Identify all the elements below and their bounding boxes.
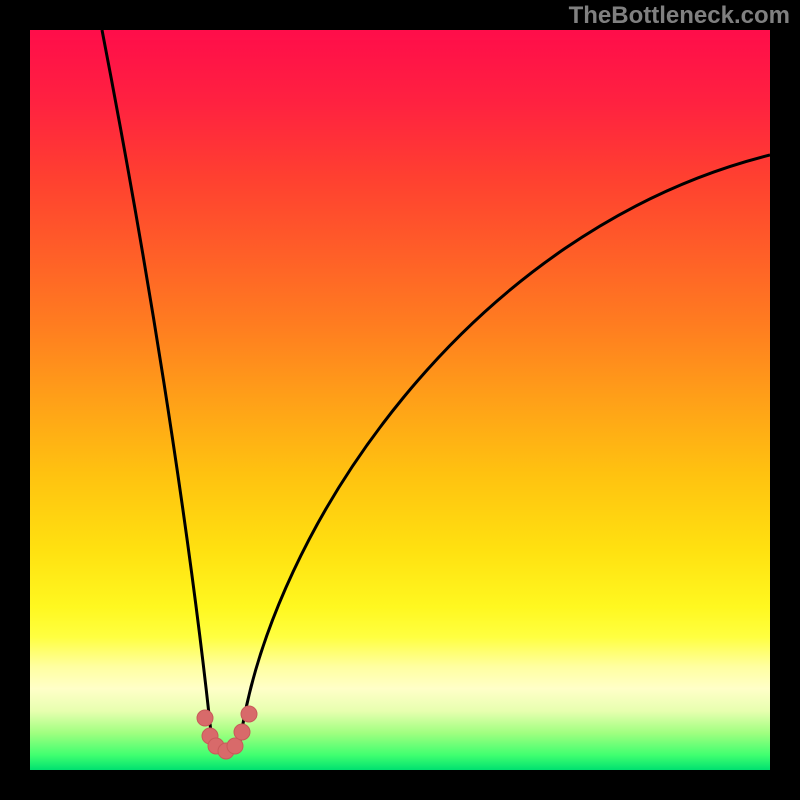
watermark-text: TheBottleneck.com: [569, 2, 790, 30]
data-marker: [197, 710, 213, 726]
data-marker: [234, 724, 250, 740]
data-marker: [227, 738, 243, 754]
marker-layer: [30, 30, 770, 770]
chart-area: [30, 30, 770, 770]
markers-group: [197, 706, 257, 759]
data-marker: [241, 706, 257, 722]
